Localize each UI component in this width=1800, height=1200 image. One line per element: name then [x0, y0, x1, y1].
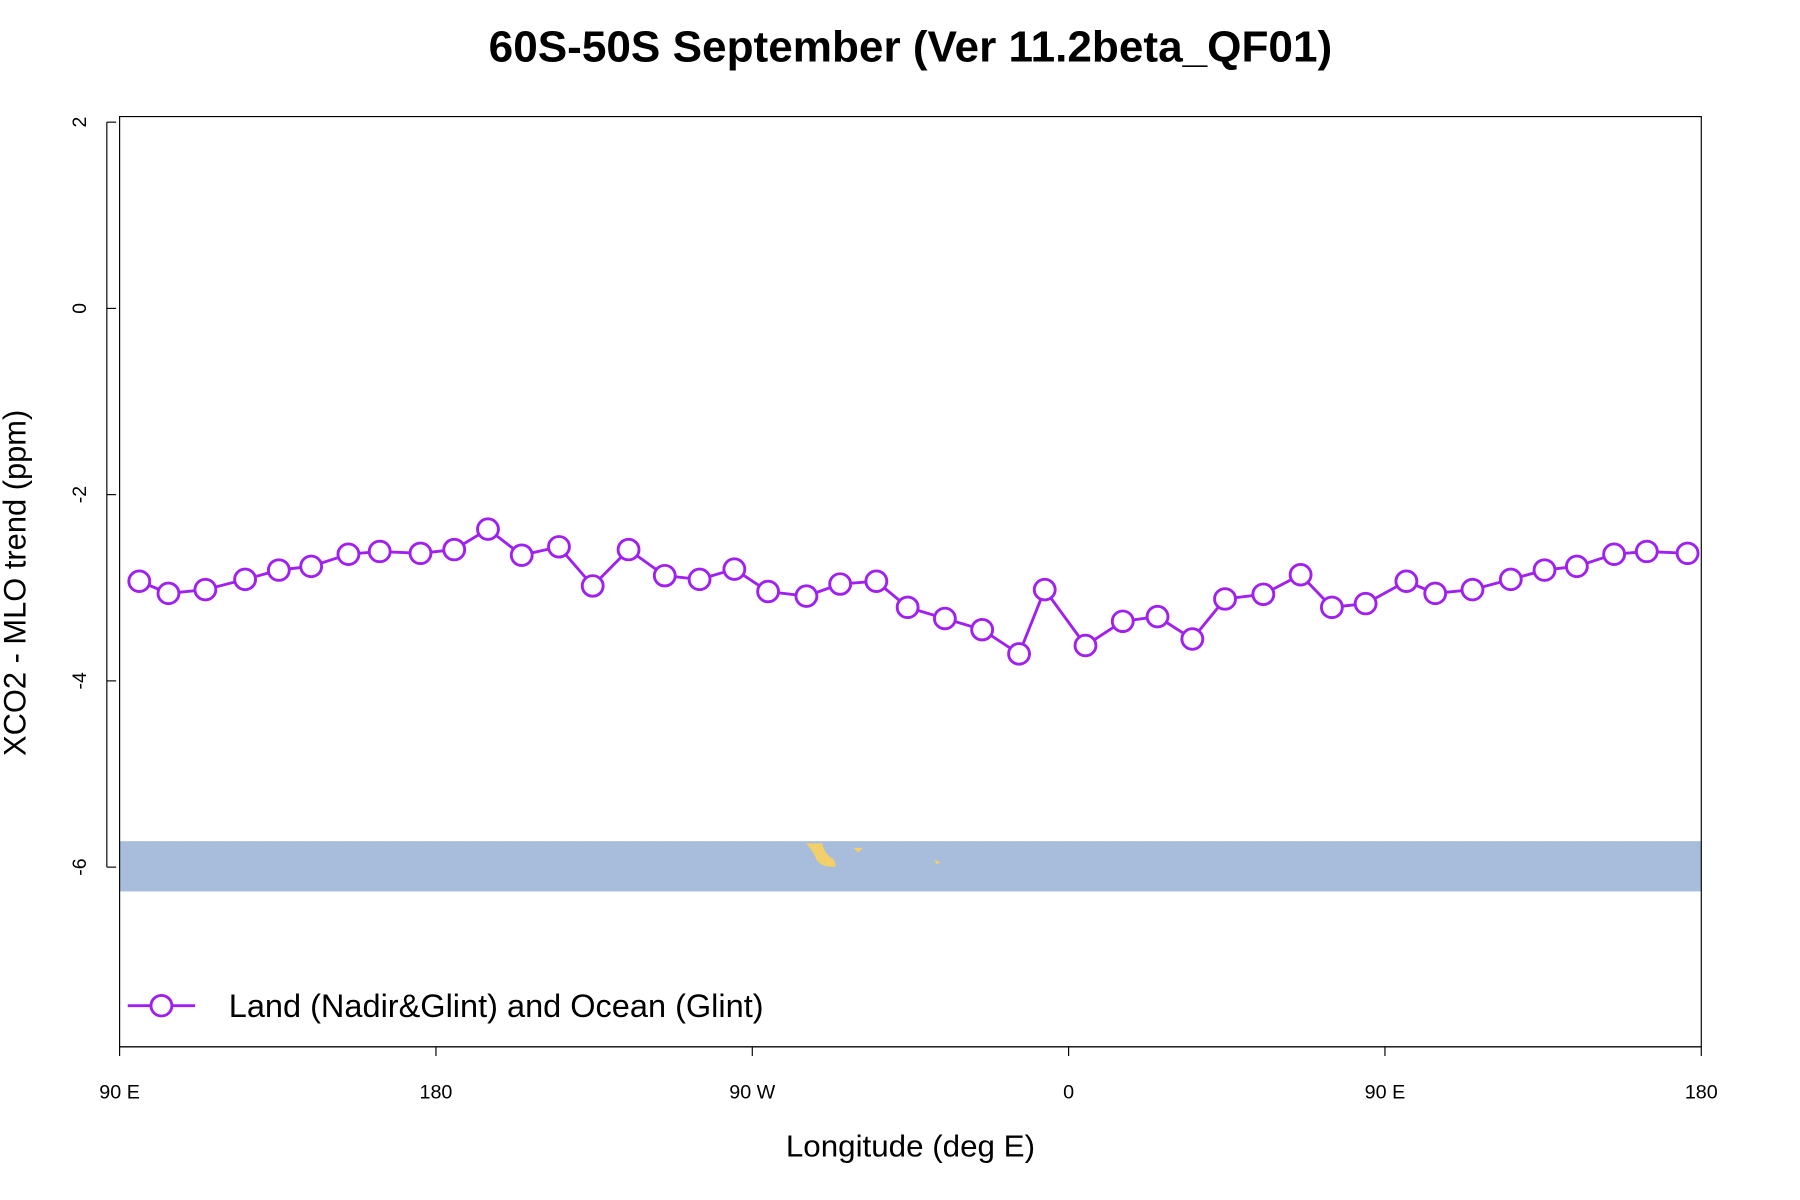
data-point — [442, 537, 467, 562]
legend-label: Land (Nadir&Glint) and Ocean (Glint) — [229, 988, 764, 1024]
data-point — [794, 584, 819, 608]
data-point — [828, 572, 853, 596]
data-point — [1460, 577, 1485, 602]
data-point — [1319, 595, 1344, 620]
x-tick-label: 90 E — [99, 1081, 140, 1103]
x-axis-label: Longitude (deg E) — [786, 1129, 1035, 1164]
data-point — [1007, 642, 1031, 666]
data-point — [1180, 627, 1205, 651]
y-tick-label: 0 — [69, 303, 91, 314]
land-patch — [805, 843, 837, 867]
data-point — [299, 554, 324, 579]
legend: Land (Nadir&Glint) and Ocean (Glint) — [127, 988, 764, 1024]
data-point — [1353, 591, 1378, 616]
data-point — [687, 567, 712, 592]
x-tick-label: 0 — [1063, 1081, 1074, 1103]
data-point — [1288, 563, 1313, 587]
y-tick-label: -2 — [69, 486, 91, 503]
data-point — [1634, 539, 1659, 564]
data-point — [1675, 541, 1700, 566]
data-point — [156, 581, 181, 606]
data-point — [547, 535, 571, 559]
data-point — [266, 558, 291, 582]
data-point — [509, 543, 534, 567]
data-point — [367, 539, 392, 564]
data-point — [1032, 577, 1057, 602]
data-point — [1394, 569, 1419, 593]
data-point — [127, 569, 152, 593]
data-point — [1498, 567, 1523, 592]
map-strip — [119, 841, 1702, 892]
data-point — [476, 517, 500, 541]
y-tick-label: -6 — [69, 858, 91, 875]
data-point — [193, 577, 218, 602]
data-point — [895, 595, 920, 620]
data-point — [1110, 609, 1135, 634]
x-tick-label: 90 W — [729, 1081, 776, 1103]
data-point — [652, 563, 677, 588]
data-point — [970, 617, 995, 642]
data-point — [1073, 633, 1098, 658]
y-tick-label: 2 — [69, 117, 91, 128]
x-tick-label: 90 E — [1365, 1081, 1406, 1103]
data-point — [756, 579, 781, 604]
data-point — [1145, 604, 1170, 629]
data-point — [932, 606, 957, 631]
data-point — [1532, 558, 1557, 582]
data-point — [1251, 582, 1276, 606]
data-point — [233, 567, 257, 592]
data-point — [580, 574, 605, 598]
x-tick-label: 180 — [1685, 1081, 1718, 1103]
x-tick-label: 180 — [419, 1081, 452, 1103]
legend-marker — [149, 994, 174, 1018]
chart-title: 60S-50S September (Ver 11.2beta_QF01) — [489, 23, 1333, 72]
data-point — [1423, 581, 1448, 606]
data-point — [616, 537, 641, 562]
data-point — [336, 542, 361, 566]
data-point — [1213, 587, 1237, 611]
data-point — [408, 541, 433, 566]
data-point — [722, 557, 747, 581]
data-point — [864, 569, 889, 593]
y-tick-label: -4 — [69, 672, 91, 689]
data-point — [1564, 554, 1589, 579]
data-point — [1602, 542, 1627, 566]
y-axis-label: XCO2 - MLO trend (ppm) — [0, 410, 33, 756]
